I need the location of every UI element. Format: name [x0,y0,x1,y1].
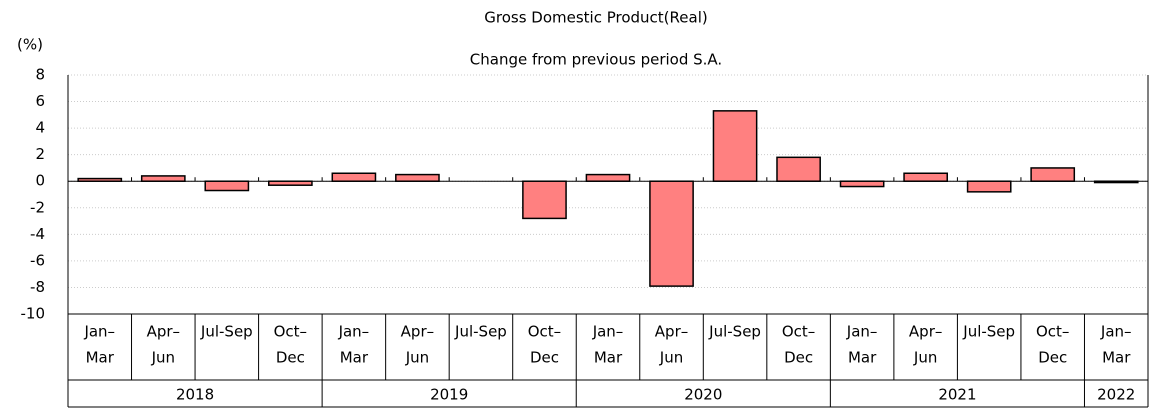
bar [204,180,250,192]
y-tick-label: -2 [30,198,45,216]
x-tick-label: Oct– [1036,323,1069,341]
bar [522,180,567,220]
x-tick-label: Apr– [147,323,180,341]
x-tick-label: Jan– [338,323,370,341]
x-tick-label: Dec [530,349,559,367]
x-tick-label: Oct– [528,323,561,341]
x-tick-label: Oct– [274,323,307,341]
x-tick-label: Dec [784,349,813,367]
bar [395,173,440,182]
x-tick-label: Jan– [592,323,624,341]
group-label: 2021 [938,386,976,404]
chart-title: Gross Domestic Product(Real) [484,9,707,27]
bar [140,175,186,182]
x-tick-label: Jan– [1100,323,1132,341]
bar [1093,180,1139,184]
group-label: 2022 [1097,386,1135,404]
bar [649,180,694,287]
group-label: 2019 [430,386,468,404]
bar [903,172,948,182]
y-axis-label: (%) [17,36,43,54]
x-tick-label: Mar [340,349,369,367]
x-tick-label: Jul-Sep [200,323,253,341]
bar [77,177,123,182]
x-tick-label: Oct– [782,323,815,341]
x-tick-label: Apr– [401,323,434,341]
x-tick-label: Jul-Sep [454,323,507,341]
bar [839,180,885,188]
y-tick-label: -8 [30,278,45,296]
x-tick-label: Jan– [83,323,115,341]
y-tick-label: -10 [21,305,46,323]
x-tick-label: Dec [276,349,305,367]
bar [776,156,821,182]
x-tick-label: Mar [594,349,623,367]
y-tick-label: 8 [35,66,45,84]
x-tick-label: Jan– [846,323,878,341]
y-tick-label: 2 [35,145,45,163]
group-label: 2020 [684,386,722,404]
y-tick-label: 6 [35,92,45,110]
bar [268,180,313,186]
x-tick-label: Mar [1102,349,1131,367]
x-tick-label: Jun [659,349,683,367]
x-tick-label: Apr– [909,323,942,341]
chart-subtitle: Change from previous period S.A. [470,51,722,69]
y-tick-label: -6 [30,251,45,269]
y-tick-label: 0 [35,172,45,190]
x-tick-label: Mar [86,349,115,367]
bar [331,172,377,182]
x-tick-label: Apr– [655,323,688,341]
x-tick-label: Jun [405,349,429,367]
bar [585,173,631,182]
x-tick-label: Mar [848,349,877,367]
y-tick-label: -4 [30,225,45,243]
bar [1030,167,1076,182]
y-tick-label: 4 [35,119,45,137]
x-tick-label: Jun [913,349,937,367]
bar [966,180,1012,193]
bar [712,110,758,182]
x-tick-label: Jul-Sep [708,323,761,341]
x-tick-label: Jul-Sep [962,323,1015,341]
group-label: 2018 [176,386,214,404]
x-tick-label: Dec [1038,349,1067,367]
x-tick-label: Jun [151,349,175,367]
